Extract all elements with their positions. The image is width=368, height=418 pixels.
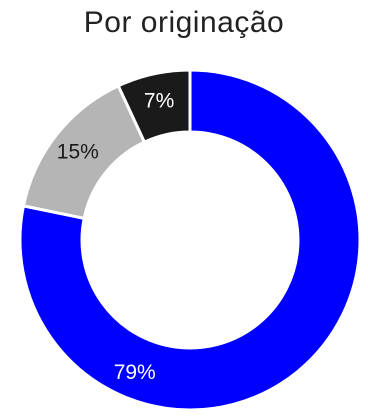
slice-label: 7%	[144, 89, 174, 112]
chart-title: Por originação	[83, 6, 285, 39]
slice-label: 15%	[57, 140, 99, 163]
slice-label: 79%	[114, 361, 156, 384]
donut-slice-7pct	[116, 68, 192, 145]
donut-slice-79pct	[18, 68, 362, 412]
